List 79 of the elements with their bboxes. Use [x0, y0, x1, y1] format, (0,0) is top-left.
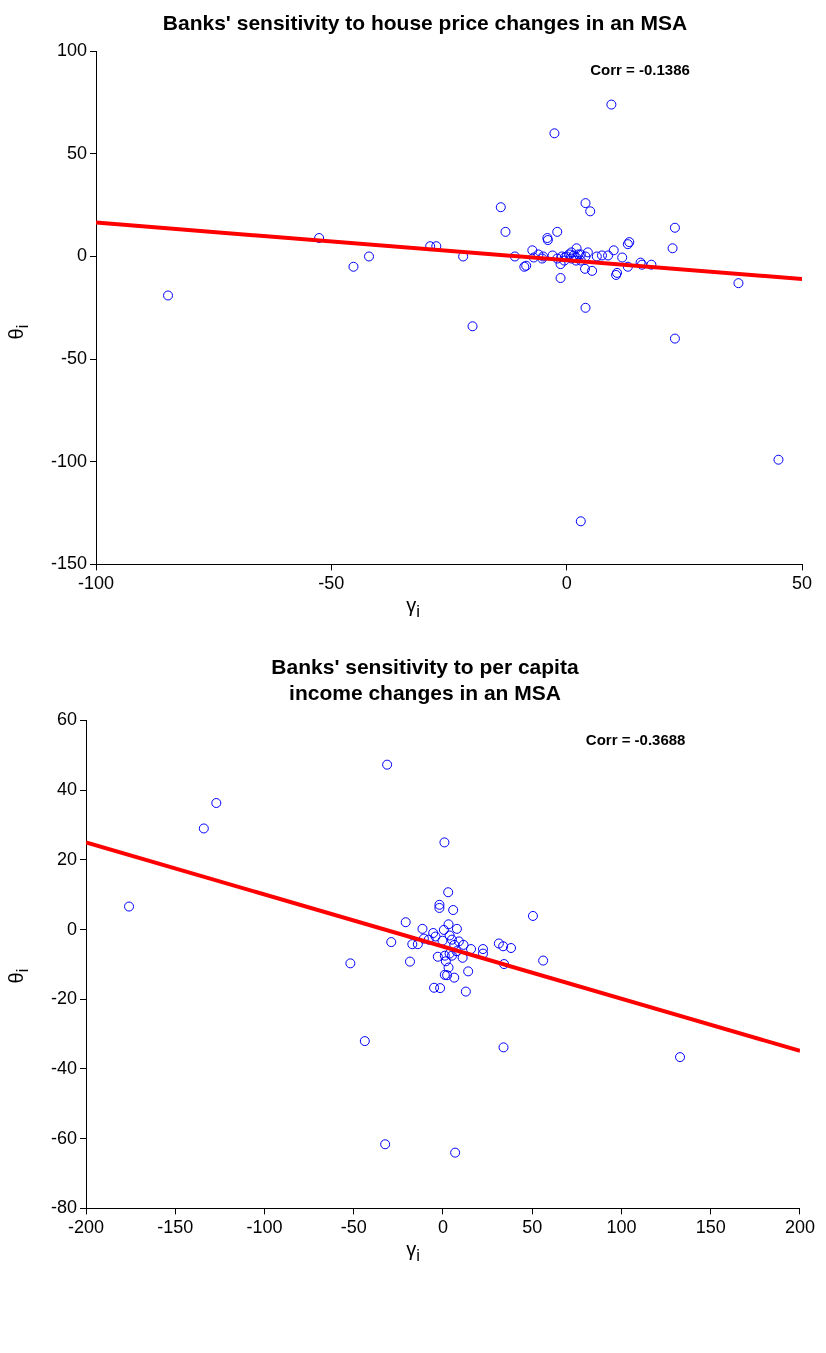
point: [198, 823, 209, 834]
point: [439, 837, 450, 848]
point: [466, 944, 477, 955]
point: [443, 962, 454, 973]
x-tick-label: -150: [157, 1217, 194, 1238]
point: [450, 1147, 461, 1158]
point: [437, 935, 448, 946]
point: [404, 956, 415, 967]
point: [443, 887, 454, 898]
point: [124, 901, 135, 912]
point: [345, 958, 356, 969]
y-tick-label: -100: [51, 450, 88, 471]
y-tick-label: 0: [77, 245, 88, 266]
point: [527, 910, 538, 921]
x-tick-label: -50: [318, 573, 345, 594]
point: [451, 946, 462, 957]
x-axis-title: γ$_{i}$: [405, 594, 421, 622]
point: [438, 924, 449, 935]
y-tick-label: -20: [51, 988, 78, 1009]
point: [460, 986, 471, 997]
point: [440, 956, 451, 967]
chart-title: Banks' sensitivity to house price changes in an MSA: [162, 11, 688, 35]
y-tick-label: 60: [56, 709, 78, 730]
x-tick-label: 200: [784, 1217, 816, 1238]
point: [443, 919, 454, 930]
x-tick-label: 50: [522, 1217, 543, 1238]
y-tick-label: 20: [56, 848, 78, 869]
point: [446, 934, 457, 945]
point: [211, 798, 222, 809]
point: [444, 930, 455, 941]
x-tick-label: 0: [437, 1217, 449, 1238]
y-tick-label: 50: [67, 142, 88, 163]
y-tick-label: -40: [51, 1057, 78, 1078]
annotation: Corr = -0.1386: [590, 61, 690, 79]
point: [477, 944, 488, 955]
y-tick-label: 40: [56, 779, 78, 800]
point: [400, 917, 411, 928]
x-tick-label: -200: [68, 1217, 105, 1238]
point: [449, 939, 460, 950]
point: [463, 966, 474, 977]
point: [380, 1139, 391, 1150]
point: [359, 1036, 370, 1047]
point: [506, 943, 517, 954]
y-tick-label: 0: [67, 918, 78, 939]
x-tick-label: 150: [695, 1217, 726, 1238]
point: [451, 923, 462, 934]
point: [498, 1042, 509, 1053]
x-tick-label: 50: [791, 573, 813, 594]
point: [429, 982, 440, 993]
x-axis-title: γ$_{i}$: [405, 1238, 421, 1266]
point: [439, 950, 450, 961]
chart-title: Banks' sensitivity to per capita income changes in an MSA: [271, 655, 579, 704]
point: [417, 923, 428, 934]
point: [386, 937, 397, 948]
point: [418, 933, 429, 944]
point: [423, 934, 434, 945]
point: [435, 983, 446, 994]
x-tick-label: 0: [561, 573, 572, 594]
y-tick-label: -80: [51, 1197, 78, 1218]
point: [407, 939, 418, 950]
y-tick-label: -60: [51, 1127, 78, 1148]
y-tick-label: 100: [56, 40, 88, 61]
x-tick-label: -100: [246, 1217, 283, 1238]
point: [432, 951, 443, 962]
point: [458, 939, 469, 950]
x-tick-label: 100: [606, 1217, 637, 1238]
x-tick-label: -50: [340, 1217, 367, 1238]
y-tick-label: -150: [51, 553, 88, 574]
point: [499, 959, 510, 970]
point: [453, 936, 464, 947]
point: [449, 972, 460, 983]
point: [498, 941, 509, 952]
y-tick-label: -50: [61, 348, 88, 369]
point: [493, 938, 504, 949]
point: [448, 905, 459, 916]
point: [675, 1052, 686, 1063]
point: [382, 759, 393, 770]
annotation: Corr = -0.3688: [585, 730, 686, 748]
point: [538, 955, 549, 966]
